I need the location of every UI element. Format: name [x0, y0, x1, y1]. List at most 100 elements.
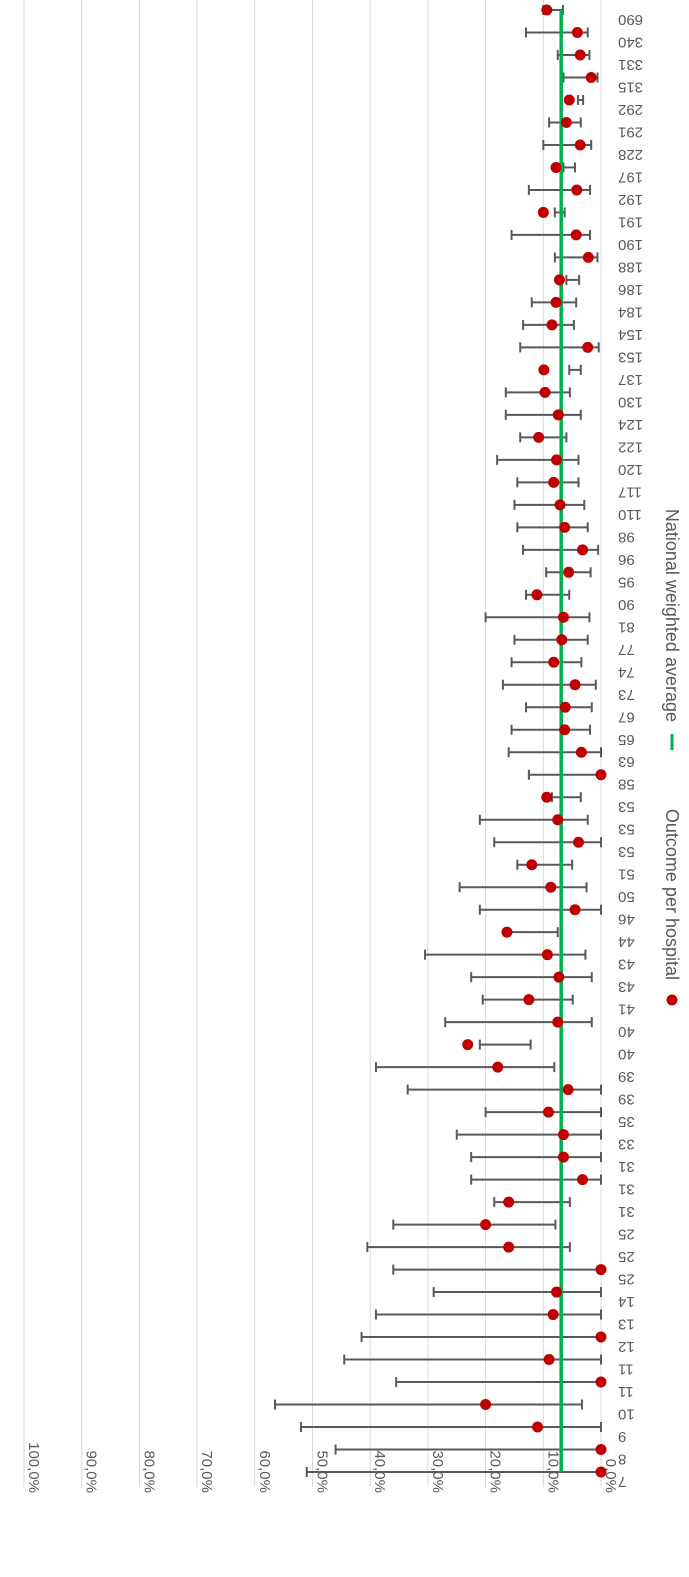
data-point — [532, 1421, 544, 1433]
category-tick-label: 184 — [618, 303, 643, 320]
data-point — [548, 476, 560, 488]
category-tick-label: 130 — [618, 393, 643, 410]
data-point — [503, 1241, 515, 1253]
data-point — [582, 251, 594, 263]
category-tick-label: 39 — [618, 1068, 635, 1085]
data-point — [575, 746, 587, 758]
data-point — [582, 341, 594, 353]
category-tick-label: 63 — [618, 753, 635, 770]
category-tick-label: 154 — [618, 326, 643, 343]
data-point — [559, 724, 571, 736]
data-point — [539, 386, 551, 398]
category-tick-label: 39 — [618, 1091, 635, 1108]
category-tick-label: 117 — [618, 483, 642, 500]
category-tick-label: 315 — [618, 78, 643, 95]
category-tick-label: 186 — [618, 281, 643, 298]
data-point — [563, 566, 575, 578]
data-point — [557, 611, 569, 623]
data-point — [480, 1399, 492, 1411]
data-point — [557, 1129, 569, 1141]
outcome-points — [462, 4, 607, 1478]
data-point — [542, 1106, 554, 1118]
category-tick-label: 51 — [618, 866, 635, 883]
data-point — [545, 881, 557, 893]
category-tick-label: 9 — [618, 1428, 626, 1445]
category-tick-label: 43 — [618, 956, 635, 973]
data-point — [480, 1219, 492, 1231]
data-point — [552, 409, 564, 421]
data-point — [577, 1174, 589, 1186]
value-axis-ticks: 0,0%10,0%20,0%30,0%40,0%50,0%60,0%70,0%8… — [25, 1442, 619, 1493]
data-point — [531, 589, 543, 601]
data-point — [569, 679, 581, 691]
data-point — [548, 656, 560, 668]
category-tick-label: 31 — [618, 1181, 635, 1198]
category-tick-label: 137 — [618, 371, 643, 388]
data-point — [554, 499, 566, 511]
data-point — [537, 206, 549, 218]
error-bars — [273, 5, 602, 1477]
category-tick-label: 122 — [618, 438, 643, 455]
category-tick-label: 153 — [618, 348, 643, 365]
category-tick-label: 25 — [618, 1226, 635, 1243]
category-tick-label: 96 — [618, 551, 635, 568]
data-point — [503, 1196, 515, 1208]
data-point — [577, 544, 589, 556]
data-point — [559, 521, 571, 533]
category-tick-label: 11 — [618, 1361, 634, 1378]
legend-outcome-label: Outcome per hospital — [662, 809, 682, 980]
data-point — [595, 1264, 607, 1276]
data-point — [574, 49, 586, 61]
data-point — [551, 1286, 563, 1298]
gridlines — [23, 0, 602, 1487]
category-tick-label: 331 — [618, 56, 643, 73]
category-tick-label: 31 — [618, 1203, 635, 1220]
category-tick-label: 340 — [618, 33, 643, 50]
category-tick-label: 44 — [618, 933, 635, 950]
category-tick-label: 81 — [618, 618, 635, 635]
category-tick-label: 40 — [618, 1046, 635, 1063]
category-tick-label: 98 — [618, 528, 635, 545]
data-point — [595, 769, 607, 781]
value-tick-label: 80,0% — [140, 1450, 157, 1493]
data-point — [585, 71, 597, 83]
category-tick-label: 110 — [618, 506, 642, 523]
category-tick-label: 190 — [618, 236, 643, 253]
data-point — [541, 791, 553, 803]
data-point — [559, 701, 571, 713]
data-point — [492, 1061, 504, 1073]
category-tick-label: 10 — [618, 1406, 635, 1423]
category-tick-label: 690 — [618, 11, 643, 28]
data-point — [551, 454, 563, 466]
category-tick-label: 291 — [618, 123, 643, 140]
category-tick-label: 188 — [618, 258, 643, 275]
data-point — [538, 364, 550, 376]
category-tick-label: 73 — [618, 686, 635, 703]
data-point — [595, 1376, 607, 1388]
category-tick-label: 35 — [618, 1113, 635, 1130]
value-tick-label: 100,0% — [25, 1442, 42, 1493]
legend-average-label: National weighted average — [662, 509, 682, 722]
data-point — [553, 971, 565, 983]
category-tick-label: 191 — [618, 213, 643, 230]
category-tick-label: 292 — [618, 101, 643, 118]
data-point — [595, 1444, 607, 1456]
category-tick-label: 95 — [618, 573, 635, 590]
data-point — [560, 116, 572, 128]
category-tick-label: 50 — [618, 888, 635, 905]
data-point — [571, 184, 583, 196]
category-axis-ticks: 7 8 9 10 11 11 12 13 14 25 25 25 31 31 31 33 35 39 39 40 40 4… — [618, 11, 643, 1490]
category-tick-label: 8 — [618, 1451, 626, 1468]
category-tick-label: 31 — [618, 1158, 635, 1175]
category-tick-label: 228 — [618, 146, 643, 163]
category-tick-label: 43 — [618, 978, 635, 995]
category-tick-label: 53 — [618, 843, 635, 860]
data-point — [595, 1466, 607, 1478]
value-tick-label: 0,0% — [602, 1459, 619, 1493]
category-tick-label: 67 — [618, 708, 635, 725]
legend-item-average: National weighted average — [662, 509, 682, 750]
data-point — [570, 229, 582, 241]
legend-outcome-marker — [666, 994, 678, 1006]
data-point — [571, 26, 583, 38]
category-tick-label: 11 — [618, 1383, 634, 1400]
